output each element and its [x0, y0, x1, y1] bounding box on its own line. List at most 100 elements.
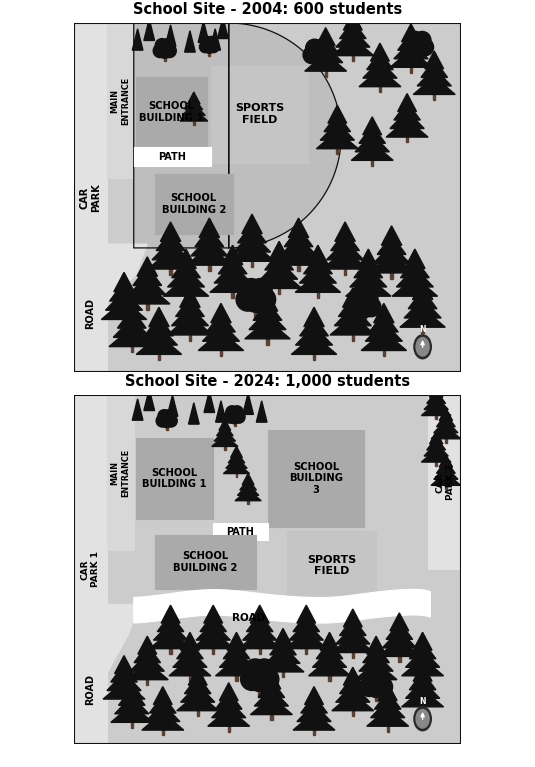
Bar: [375, 678, 377, 685]
Polygon shape: [224, 463, 249, 473]
Bar: [211, 66, 308, 163]
Text: SPORTS
FIELD: SPORTS FIELD: [307, 555, 356, 577]
Polygon shape: [250, 696, 292, 715]
Polygon shape: [402, 689, 444, 707]
Polygon shape: [330, 315, 376, 335]
Bar: [406, 136, 408, 143]
Polygon shape: [111, 704, 152, 723]
Polygon shape: [121, 299, 142, 319]
Polygon shape: [198, 331, 243, 351]
Polygon shape: [238, 484, 259, 495]
Polygon shape: [207, 313, 235, 332]
Circle shape: [351, 290, 370, 309]
Polygon shape: [167, 395, 178, 416]
Circle shape: [228, 408, 241, 420]
Bar: [336, 147, 339, 154]
Polygon shape: [211, 38, 219, 47]
Bar: [317, 291, 319, 298]
Polygon shape: [204, 391, 215, 413]
Text: ROAD: ROAD: [232, 613, 265, 623]
Polygon shape: [146, 28, 153, 38]
Polygon shape: [172, 258, 201, 278]
Circle shape: [355, 298, 374, 318]
Polygon shape: [408, 289, 437, 309]
Polygon shape: [351, 143, 393, 160]
Polygon shape: [323, 249, 368, 269]
Bar: [166, 424, 167, 430]
Polygon shape: [369, 254, 414, 273]
Polygon shape: [133, 266, 162, 285]
Polygon shape: [154, 686, 172, 705]
Bar: [317, 59, 319, 68]
Polygon shape: [188, 92, 200, 104]
Circle shape: [241, 668, 263, 690]
Bar: [313, 353, 315, 360]
Bar: [351, 709, 354, 716]
Polygon shape: [148, 249, 193, 269]
Polygon shape: [366, 51, 393, 70]
Polygon shape: [284, 227, 313, 247]
Bar: [213, 523, 268, 541]
Polygon shape: [371, 700, 405, 718]
Polygon shape: [196, 622, 230, 640]
Bar: [367, 295, 370, 302]
Polygon shape: [103, 681, 145, 699]
Polygon shape: [214, 264, 251, 283]
Polygon shape: [254, 688, 288, 706]
Circle shape: [208, 41, 219, 53]
Polygon shape: [180, 288, 200, 308]
Polygon shape: [169, 405, 176, 413]
Bar: [278, 287, 280, 295]
Polygon shape: [304, 686, 324, 705]
Circle shape: [253, 659, 276, 681]
Bar: [185, 295, 187, 302]
Polygon shape: [269, 242, 289, 261]
Polygon shape: [312, 650, 347, 667]
Polygon shape: [177, 641, 203, 659]
Polygon shape: [359, 69, 401, 87]
Polygon shape: [167, 35, 174, 43]
Polygon shape: [74, 604, 140, 744]
Circle shape: [370, 670, 389, 689]
Polygon shape: [386, 119, 428, 137]
Circle shape: [231, 406, 243, 418]
Polygon shape: [217, 410, 225, 419]
Polygon shape: [414, 77, 455, 94]
Polygon shape: [424, 397, 448, 410]
Polygon shape: [398, 32, 424, 50]
Polygon shape: [332, 693, 374, 711]
Polygon shape: [167, 315, 212, 335]
Polygon shape: [200, 31, 207, 39]
Polygon shape: [150, 630, 192, 649]
Polygon shape: [343, 12, 362, 30]
Bar: [236, 472, 237, 477]
Polygon shape: [303, 255, 332, 274]
Circle shape: [249, 278, 272, 301]
Bar: [136, 438, 213, 519]
Bar: [74, 23, 106, 372]
Polygon shape: [216, 401, 226, 422]
Polygon shape: [238, 223, 266, 243]
Polygon shape: [134, 645, 160, 663]
Polygon shape: [371, 43, 389, 61]
Polygon shape: [270, 637, 296, 655]
Polygon shape: [261, 260, 297, 279]
Circle shape: [358, 290, 378, 309]
Polygon shape: [288, 218, 309, 238]
Polygon shape: [146, 703, 180, 722]
Polygon shape: [340, 21, 366, 38]
Text: SCHOOL
BUILDING 2: SCHOOL BUILDING 2: [173, 551, 238, 572]
Circle shape: [158, 44, 172, 58]
Polygon shape: [343, 609, 362, 627]
Circle shape: [309, 43, 327, 60]
Polygon shape: [208, 708, 250, 726]
Bar: [371, 159, 373, 166]
Bar: [155, 174, 233, 235]
Circle shape: [362, 298, 381, 317]
Circle shape: [315, 46, 333, 64]
Polygon shape: [374, 691, 401, 709]
Bar: [374, 692, 378, 701]
Bar: [136, 77, 208, 147]
Bar: [123, 697, 125, 704]
Polygon shape: [355, 662, 397, 680]
